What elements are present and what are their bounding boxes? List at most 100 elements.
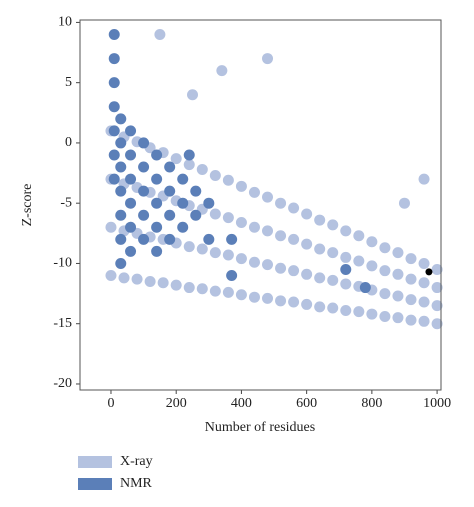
point — [108, 28, 120, 40]
point — [366, 236, 378, 248]
point — [288, 202, 300, 214]
point — [288, 296, 300, 308]
point — [418, 315, 430, 327]
point — [248, 221, 260, 233]
point — [314, 214, 326, 226]
point — [405, 253, 417, 265]
point — [164, 161, 176, 173]
point — [151, 221, 163, 233]
point — [164, 209, 176, 221]
point — [154, 28, 166, 40]
point — [398, 197, 410, 209]
x-tick-label: 0 — [107, 396, 114, 411]
point — [177, 197, 189, 209]
point — [222, 174, 234, 186]
point — [125, 173, 137, 185]
point — [366, 308, 378, 320]
point — [151, 245, 163, 257]
point — [209, 169, 221, 181]
point — [164, 185, 176, 197]
y-tick-label: -10 — [53, 256, 72, 271]
point — [108, 77, 120, 89]
point — [248, 256, 260, 268]
point — [262, 292, 274, 304]
point — [183, 159, 195, 171]
x-tick-label: 400 — [231, 396, 252, 411]
point — [138, 209, 150, 221]
point — [353, 306, 365, 318]
point — [157, 277, 169, 289]
point — [235, 253, 247, 265]
point — [235, 216, 247, 228]
point — [115, 113, 127, 125]
point — [235, 289, 247, 301]
point — [164, 233, 176, 245]
point — [431, 318, 443, 330]
point — [125, 149, 137, 161]
point — [359, 282, 371, 294]
y-tick-label: -5 — [60, 195, 72, 210]
y-tick-label: -20 — [53, 376, 72, 391]
plot-frame — [79, 19, 442, 391]
point — [314, 301, 326, 313]
point — [115, 209, 127, 221]
point — [118, 272, 130, 284]
point — [379, 288, 391, 300]
point — [418, 296, 430, 308]
point — [327, 219, 339, 231]
point — [190, 209, 202, 221]
point — [405, 294, 417, 306]
point — [340, 278, 352, 290]
point — [418, 173, 430, 185]
point — [405, 314, 417, 326]
point — [340, 225, 352, 237]
point — [275, 230, 287, 242]
point — [138, 137, 150, 149]
point — [301, 268, 313, 280]
point — [209, 247, 221, 259]
y-tick-label: 10 — [58, 15, 72, 30]
point — [196, 283, 208, 295]
point — [431, 282, 443, 294]
point — [262, 259, 274, 271]
point — [125, 125, 137, 137]
legend-label: X-ray — [120, 454, 153, 469]
point — [314, 243, 326, 255]
point — [105, 270, 117, 282]
point — [108, 149, 120, 161]
point — [366, 260, 378, 272]
point — [288, 265, 300, 277]
point — [353, 230, 365, 242]
point — [177, 221, 189, 233]
point — [203, 233, 215, 245]
x-tick-label: 600 — [296, 396, 317, 411]
point — [248, 291, 260, 303]
point — [235, 180, 247, 192]
point — [222, 212, 234, 224]
point — [222, 286, 234, 298]
point — [144, 276, 156, 288]
point — [262, 225, 274, 237]
point — [115, 257, 127, 269]
point — [105, 221, 117, 233]
point — [327, 274, 339, 286]
point — [353, 255, 365, 267]
x-tick-label: 200 — [166, 396, 187, 411]
x-tick-label: 1000 — [423, 396, 451, 411]
point — [216, 65, 228, 77]
point — [288, 233, 300, 245]
point — [183, 241, 195, 253]
point — [115, 137, 127, 149]
point — [431, 300, 443, 312]
highlight-point — [425, 268, 433, 276]
point — [125, 197, 137, 209]
point — [170, 153, 182, 165]
point — [183, 282, 195, 294]
point — [177, 173, 189, 185]
point — [301, 238, 313, 250]
point — [418, 277, 430, 289]
point — [108, 173, 120, 185]
point — [108, 101, 120, 113]
point — [151, 149, 163, 161]
